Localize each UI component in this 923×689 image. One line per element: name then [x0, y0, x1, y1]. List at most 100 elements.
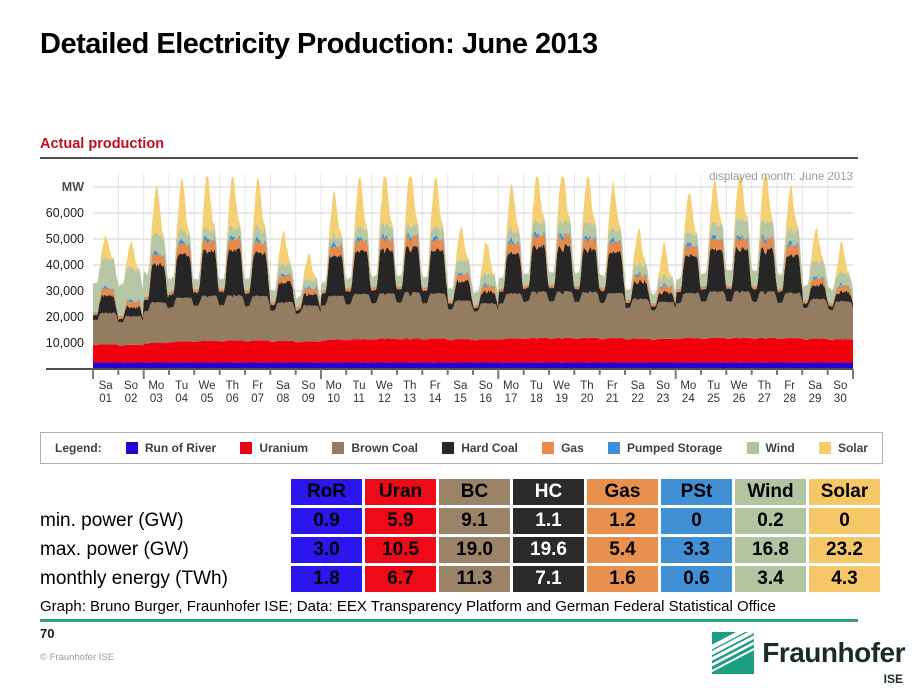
- x-axis-label-dow: Mo: [326, 380, 342, 392]
- x-axis-label-day: 27: [758, 393, 771, 405]
- legend-swatch-icon: [818, 442, 831, 454]
- legend-swatch-icon: [746, 442, 759, 454]
- x-axis-label-dow: Sa: [631, 380, 646, 392]
- x-axis-label-day: 26: [733, 393, 746, 405]
- legend-swatch-icon: [542, 442, 555, 454]
- x-axis-label-day: 01: [99, 393, 112, 405]
- legend-swatch-icon: [125, 442, 138, 454]
- x-axis-label-day: 25: [707, 393, 720, 405]
- table-cell: 19.6: [513, 537, 584, 563]
- x-axis-label-dow: Fr: [252, 380, 263, 392]
- x-axis-label-dow: Th: [758, 380, 771, 392]
- table-corner-cell: [40, 479, 288, 505]
- legend-item: Run of River: [125, 441, 216, 455]
- table-cell: 0.6: [661, 566, 732, 592]
- x-axis-label-day: 17: [505, 393, 518, 405]
- x-axis-label-dow: We: [198, 380, 215, 392]
- legend-item-label: Brown Coal: [351, 441, 418, 455]
- x-axis-label-day: 21: [606, 393, 619, 405]
- table-cell: 6.7: [365, 566, 436, 592]
- x-axis-label-dow: We: [376, 380, 393, 392]
- y-axis-unit-label: MW: [62, 180, 84, 194]
- table-cell: 16.8: [735, 537, 806, 563]
- x-axis-label-day: 23: [657, 393, 670, 405]
- y-axis-label: 20,000: [46, 310, 84, 324]
- legend-item: Gas: [542, 441, 584, 455]
- x-axis-label-day: 12: [378, 393, 391, 405]
- x-axis-label-day: 14: [429, 393, 442, 405]
- x-axis-label-dow: Fr: [607, 380, 618, 392]
- table-header-cell: HC: [513, 479, 584, 505]
- x-axis-label-dow: Tu: [353, 380, 366, 392]
- y-axis-label: 60,000: [46, 206, 84, 220]
- x-axis-label-day: 05: [201, 393, 214, 405]
- table-cell: 0: [661, 508, 732, 534]
- x-axis-label-day: 29: [809, 393, 822, 405]
- legend-item-label: Wind: [765, 441, 795, 455]
- table-cell: 5.4: [587, 537, 658, 563]
- x-axis-label-day: 22: [631, 393, 644, 405]
- area-series-uran: [93, 337, 853, 363]
- legend-swatch-icon: [332, 442, 345, 454]
- area-series-gas: [93, 233, 853, 320]
- table-header-cell: PSt: [661, 479, 732, 505]
- x-axis-label-dow: Mo: [680, 380, 696, 392]
- legend-item: Hard Coal: [442, 441, 518, 455]
- logo-wordmark: Fraunhofer: [762, 637, 905, 668]
- x-axis-label-day: 06: [226, 393, 239, 405]
- table-cell: 1.8: [291, 566, 362, 592]
- table-header-cell: BC: [439, 479, 510, 505]
- legend-item-label: Hard Coal: [461, 441, 518, 455]
- table-cell: 9.1: [439, 508, 510, 534]
- logo-institute-label: ISE: [883, 672, 903, 686]
- x-axis-label-day: 15: [454, 393, 467, 405]
- x-axis-label-day: 04: [175, 393, 188, 405]
- x-axis-label-day: 07: [251, 393, 264, 405]
- table-row-label: max. power (GW): [40, 537, 288, 563]
- source-caption: Graph: Bruno Burger, Fraunhofer ISE; Dat…: [40, 598, 858, 622]
- table-cell: 3.0: [291, 537, 362, 563]
- y-axis-label: 50,000: [46, 232, 84, 246]
- x-axis-label-day: 13: [403, 393, 416, 405]
- x-axis-label-day: 28: [783, 393, 796, 405]
- x-axis-label-dow: Th: [226, 380, 239, 392]
- x-axis-label-day: 24: [682, 393, 695, 405]
- legend-item: Uranium: [240, 441, 308, 455]
- x-axis-label-dow: Sa: [808, 380, 823, 392]
- table-cell: 1.1: [513, 508, 584, 534]
- x-axis-label-dow: Mo: [148, 380, 164, 392]
- x-axis-label-day: 16: [479, 393, 492, 405]
- x-axis-label-dow: Sa: [276, 380, 291, 392]
- x-axis-label-day: 08: [277, 393, 290, 405]
- section-label: Actual production: [40, 136, 165, 152]
- chart-legend: Legend: Run of River Uranium Brown Coal Har…: [40, 432, 883, 464]
- table-cell: 10.5: [365, 537, 436, 563]
- legend-swatch-icon: [442, 442, 455, 454]
- legend-item: Pumped Storage: [607, 441, 722, 455]
- copyright-note: © Fraunhofer ISE: [40, 652, 115, 663]
- table-cell: 3.3: [661, 537, 732, 563]
- table-cell: 1.6: [587, 566, 658, 592]
- area-series-wind: [93, 216, 853, 317]
- page-number: 70: [40, 626, 55, 641]
- x-axis-label-dow: So: [124, 380, 138, 392]
- fraunhofer-logo: Fraunhofer: [712, 632, 905, 674]
- table-cell: 4.3: [809, 566, 880, 592]
- table-header-cell: Gas: [587, 479, 658, 505]
- x-axis-label-dow: Tu: [530, 380, 543, 392]
- area-series-solar: [93, 176, 853, 300]
- x-axis-label-dow: Th: [580, 380, 593, 392]
- legend-swatch-icon: [240, 442, 253, 454]
- table-row-label: monthly energy (TWh): [40, 566, 288, 592]
- table-header-cell: Uran: [365, 479, 436, 505]
- legend-item: Brown Coal: [332, 441, 418, 455]
- x-axis-label-day: 10: [327, 393, 340, 405]
- x-axis-label-day: 19: [555, 393, 568, 405]
- table-row-label: min. power (GW): [40, 508, 288, 534]
- legend-item-label: Gas: [561, 441, 584, 455]
- x-axis-label-day: 11: [353, 393, 365, 405]
- x-axis-label-dow: So: [301, 380, 315, 392]
- area-series-bc: [93, 290, 853, 346]
- legend-title: Legend:: [55, 441, 102, 455]
